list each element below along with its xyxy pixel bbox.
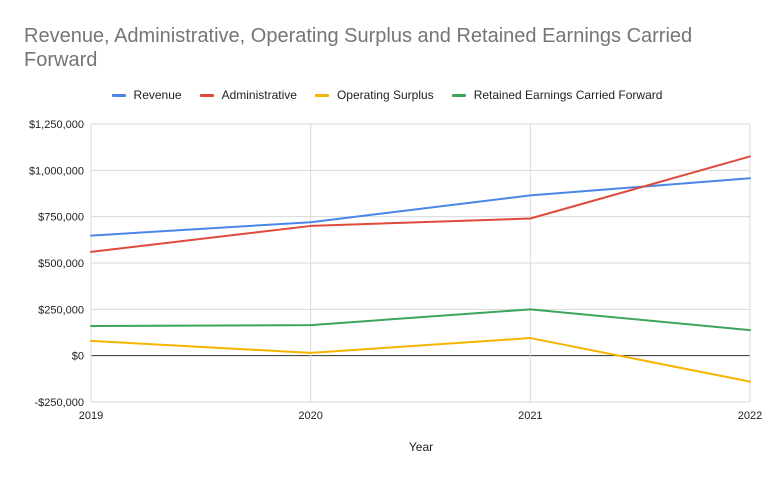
y-tick-label: $750,000 xyxy=(38,212,84,224)
y-tick-label: -$250,000 xyxy=(34,397,84,409)
legend-swatch xyxy=(451,93,466,97)
series-layer xyxy=(90,155,751,383)
y-tick-label: $1,000,000 xyxy=(29,165,84,177)
axis-layer: -$250,000 $0 $250,000 $500,000 $750,000 $1,00… xyxy=(29,119,762,422)
series-line-revenue xyxy=(90,177,751,237)
y-tick-label: $250,000 xyxy=(38,304,84,316)
x-tick-label: 2022 xyxy=(738,410,762,422)
legend-swatch xyxy=(199,93,214,97)
legend-swatch xyxy=(314,93,329,97)
x-tick-label: 2021 xyxy=(518,410,542,422)
legend-item-retained-earnings-carried-forward: Retained Earnings Carried Forward xyxy=(451,88,663,102)
legend-swatch xyxy=(111,93,126,97)
y-tick-label: $0 xyxy=(72,351,84,363)
legend-label: Revenue xyxy=(133,88,182,102)
legend-label: Operating Surplus xyxy=(336,88,434,102)
legend-label: Retained Earnings Carried Forward xyxy=(473,88,663,102)
legend-item-revenue: Revenue xyxy=(111,88,182,102)
grid-layer xyxy=(90,123,751,403)
chart-legend: Revenue Administrative Operating Surplus Re… xyxy=(0,86,774,104)
legend-item-administrative: Administrative xyxy=(199,88,297,102)
x-tick-label: 2020 xyxy=(298,410,322,422)
series-line-administrative xyxy=(90,155,751,253)
chart-title: Revenue, Administrative, Operating Surpl… xyxy=(24,25,693,71)
x-tick-label: 2019 xyxy=(79,410,103,422)
legend-item-operating-surplus: Operating Surplus xyxy=(314,88,434,102)
series-line-operating-surplus xyxy=(90,337,751,383)
y-tick-label: $500,000 xyxy=(38,258,84,270)
legend-label: Administrative xyxy=(221,88,297,102)
x-axis-title: Year xyxy=(409,440,433,454)
y-tick-label: $1,250,000 xyxy=(29,119,84,131)
series-line-retained-earnings-carried-forward xyxy=(90,308,751,332)
